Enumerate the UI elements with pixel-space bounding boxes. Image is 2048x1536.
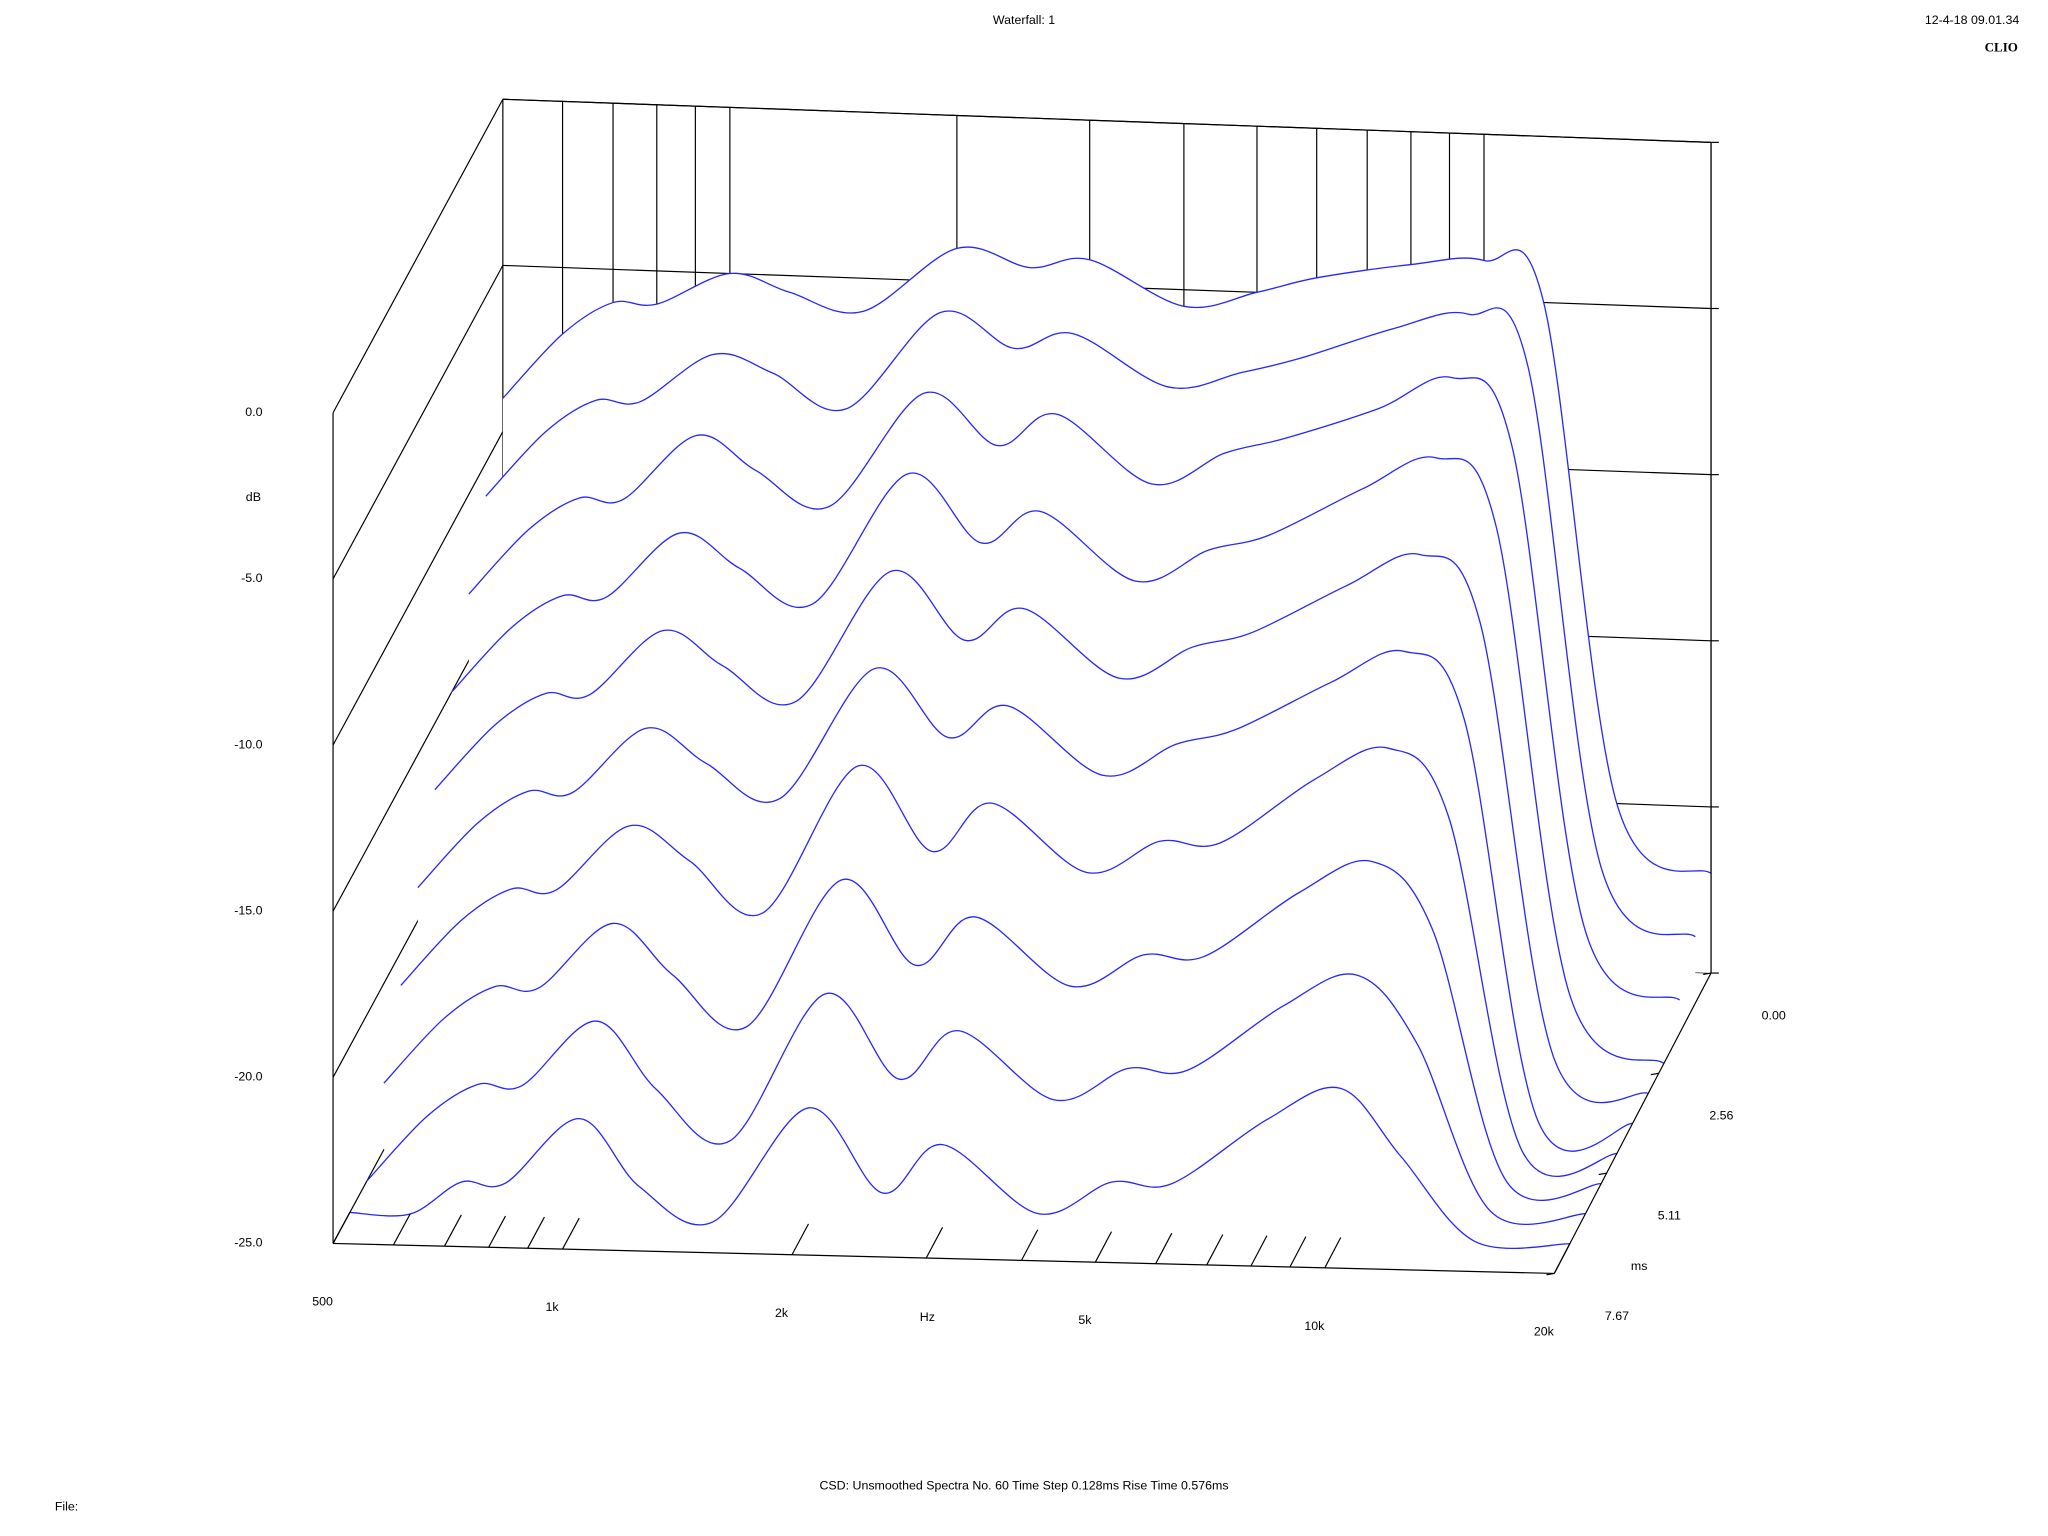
x-tick <box>1250 1235 1268 1267</box>
x-tick-label: 10k <box>1304 1319 1325 1333</box>
chart-title: Waterfall: 1 <box>993 13 1055 27</box>
side-grid-line <box>332 265 504 580</box>
y-tick-label: -25.0 <box>234 1236 262 1250</box>
brand: CLIO <box>1985 39 2018 54</box>
x-tick <box>1324 1237 1342 1269</box>
spectrum-line <box>400 746 1617 1177</box>
y-tick-label: -20.0 <box>234 1070 262 1084</box>
timestamp: 12-4-18 09.01.34 <box>1925 13 2019 27</box>
x-tick <box>1094 1231 1113 1263</box>
x-tick <box>791 1223 810 1255</box>
x-tick <box>488 1215 506 1248</box>
x-tick <box>392 1213 411 1246</box>
z-tick <box>1546 1272 1555 1276</box>
x-tick-label: 20k <box>1534 1325 1555 1339</box>
y-tick-label: -15.0 <box>234 903 262 917</box>
x-tick <box>332 1211 351 1244</box>
side-grid-line <box>332 431 504 746</box>
y-tick-label: 0.0 <box>245 405 262 419</box>
x-tick <box>527 1216 545 1249</box>
z-axis-label: ms <box>1631 1259 1648 1273</box>
spectrum-fill <box>349 1087 1570 1249</box>
spectrum-line <box>502 246 1712 874</box>
z-tick-label: 0.00 <box>1762 1008 1786 1022</box>
spectrum-line <box>451 456 1665 1064</box>
frame-edge <box>333 1242 1555 1275</box>
x-tick <box>1206 1234 1224 1266</box>
x-tick-label: 500 <box>312 1294 333 1308</box>
x-tick-label: 5k <box>1078 1313 1092 1327</box>
frame-edge <box>1553 972 1712 1274</box>
z-tick <box>1650 1072 1659 1076</box>
x-tick <box>1155 1232 1173 1264</box>
y-tick-label: -5.0 <box>241 571 262 585</box>
x-tick <box>925 1227 944 1259</box>
side-grid-line <box>332 98 504 414</box>
x-tick-label: 1k <box>546 1300 560 1314</box>
spectrum-line <box>383 859 1602 1202</box>
x-tick <box>1553 1243 1571 1274</box>
spectrum-line <box>417 649 1633 1152</box>
x-tick <box>443 1214 462 1247</box>
spectrum-line <box>366 973 1586 1226</box>
x-axis-label: Hz <box>920 1310 935 1324</box>
spectrum-line <box>468 376 1681 1001</box>
x-tick <box>562 1217 580 1250</box>
file-label: File: <box>55 1500 78 1514</box>
y-tick-label: -10.0 <box>234 737 262 751</box>
spectrum-line <box>349 1086 1570 1250</box>
z-tick <box>1598 1172 1607 1176</box>
z-tick-label: 2.56 <box>1709 1109 1733 1123</box>
y-axis-label: dB <box>246 490 261 504</box>
z-tick <box>1703 972 1712 975</box>
x-tick <box>1020 1229 1039 1261</box>
x-tick-label: 2k <box>775 1306 789 1320</box>
spectrum-line <box>434 552 1649 1104</box>
x-tick <box>1289 1236 1307 1268</box>
frame-edge <box>502 98 1712 143</box>
footer: CSD: Unsmoothed Spectra No. 60 Time Step… <box>819 1479 1228 1493</box>
z-tick-label: 7.67 <box>1605 1309 1629 1323</box>
spectrum-line <box>485 307 1696 938</box>
z-tick-label: 5.11 <box>1658 1209 1681 1223</box>
